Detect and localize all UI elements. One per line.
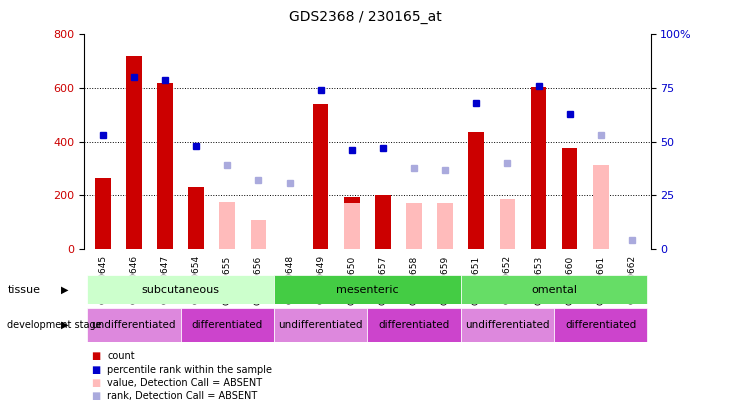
Text: undifferentiated: undifferentiated — [279, 320, 363, 330]
Text: ■: ■ — [91, 378, 101, 388]
Text: differentiated: differentiated — [192, 320, 263, 330]
Bar — [219, 202, 235, 249]
Bar — [593, 164, 609, 249]
Bar — [554, 308, 648, 342]
Bar — [367, 308, 461, 342]
Text: rank, Detection Call = ABSENT: rank, Detection Call = ABSENT — [107, 392, 258, 401]
Bar — [95, 178, 110, 249]
Text: ▶: ▶ — [61, 320, 68, 330]
Bar — [313, 104, 328, 249]
Bar — [126, 56, 142, 249]
Text: undifferentiated: undifferentiated — [91, 320, 176, 330]
Text: undifferentiated: undifferentiated — [465, 320, 550, 330]
Text: percentile rank within the sample: percentile rank within the sample — [107, 365, 273, 375]
Bar — [274, 275, 461, 304]
Bar — [157, 83, 173, 249]
Bar — [531, 87, 546, 249]
Bar — [461, 308, 554, 342]
Bar — [189, 188, 204, 249]
Bar — [375, 196, 390, 249]
Text: count: count — [107, 352, 135, 361]
Bar — [87, 308, 181, 342]
Text: differentiated: differentiated — [565, 320, 637, 330]
Text: ■: ■ — [91, 392, 101, 401]
Bar — [437, 203, 453, 249]
Bar — [87, 275, 274, 304]
Text: ■: ■ — [91, 352, 101, 361]
Bar — [344, 203, 360, 249]
Bar — [251, 220, 266, 249]
Text: value, Detection Call = ABSENT: value, Detection Call = ABSENT — [107, 378, 262, 388]
Text: ▶: ▶ — [61, 285, 68, 294]
Text: GDS2368 / 230165_at: GDS2368 / 230165_at — [289, 10, 442, 24]
Text: tissue: tissue — [7, 285, 40, 294]
Bar — [344, 197, 360, 249]
Text: ■: ■ — [91, 365, 101, 375]
Bar — [562, 149, 577, 249]
Text: subcutaneous: subcutaneous — [142, 285, 219, 294]
Bar — [181, 308, 274, 342]
Bar — [461, 275, 648, 304]
Text: differentiated: differentiated — [379, 320, 450, 330]
Text: omental: omental — [531, 285, 577, 294]
Text: development stage: development stage — [7, 320, 102, 330]
Bar — [469, 132, 484, 249]
Bar — [499, 199, 515, 249]
Bar — [406, 203, 422, 249]
Bar — [274, 308, 367, 342]
Text: mesenteric: mesenteric — [336, 285, 398, 294]
